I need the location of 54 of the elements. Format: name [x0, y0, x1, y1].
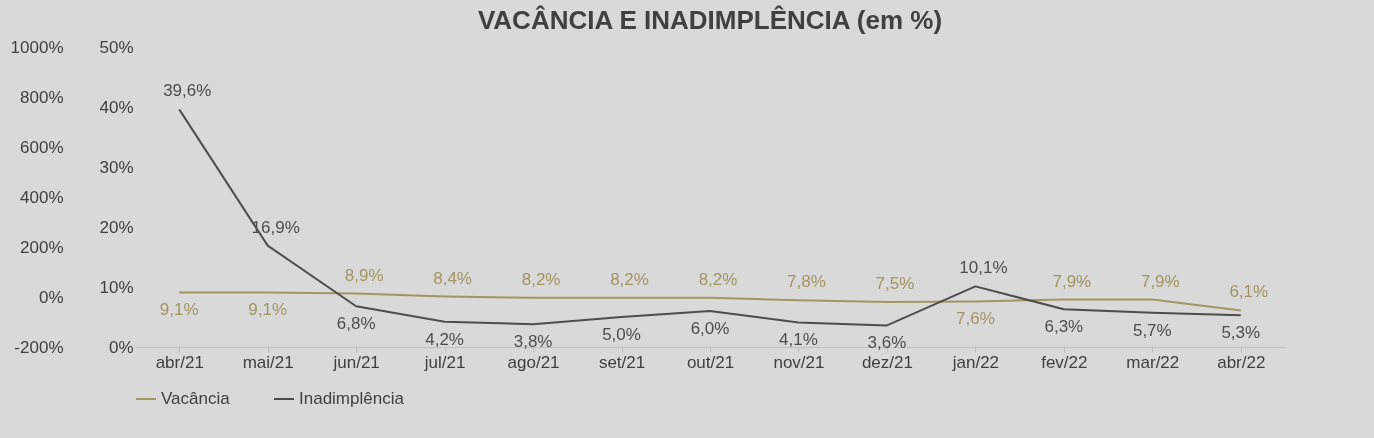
- data-label: 5,3%: [1221, 323, 1261, 343]
- y-tick-label: 40%: [99, 97, 134, 117]
- x-tick-label: jan/22: [951, 352, 1000, 372]
- y2-tick-label: 0%: [38, 287, 64, 307]
- x-tick-label: mar/22: [1126, 352, 1180, 372]
- data-label: 39,6%: [163, 81, 212, 101]
- y2-tick-label: 1000%: [10, 37, 64, 57]
- y2-tick-label: 800%: [20, 87, 64, 107]
- legend-label: Inadimplência: [299, 389, 405, 408]
- data-label: 7,9%: [1052, 271, 1092, 291]
- x-tick-label: mai/21: [242, 352, 294, 372]
- data-label: 8,2%: [698, 269, 738, 289]
- x-tick-label: jun/21: [332, 352, 380, 372]
- legend-label: Vacância: [161, 389, 231, 408]
- x-tick-label: dez/21: [861, 352, 913, 372]
- y-tick-label: 10%: [99, 277, 134, 297]
- y-tick-label: 0%: [108, 337, 134, 357]
- x-tick-label: abr/22: [1217, 352, 1266, 372]
- data-label: 6,0%: [690, 319, 730, 338]
- x-tick-label: abr/21: [155, 352, 204, 372]
- y2-tick-label: -200%: [14, 337, 64, 357]
- data-label: 8,4%: [433, 268, 472, 288]
- data-label: 8,2%: [610, 269, 649, 289]
- data-label: 10,1%: [959, 258, 1008, 278]
- data-label: 5,0%: [602, 325, 641, 344]
- x-tick-label: fev/22: [1041, 352, 1088, 372]
- y2-tick-label: 200%: [20, 237, 64, 257]
- data-label: 7,9%: [1140, 271, 1180, 291]
- data-label: 6,8%: [336, 314, 376, 334]
- data-label: 9,1%: [248, 300, 288, 320]
- data-label: 3,6%: [867, 333, 907, 353]
- data-label: 8,9%: [344, 265, 384, 285]
- x-tick-label: out/21: [686, 352, 735, 372]
- x-tick-label: set/21: [598, 352, 646, 372]
- y-tick-label: 20%: [99, 217, 134, 237]
- y2-tick-label: 400%: [20, 187, 64, 207]
- data-label: 9,1%: [159, 300, 199, 320]
- data-label: 8,2%: [521, 269, 561, 289]
- data-label: 6,3%: [1044, 317, 1084, 337]
- x-tick-label: ago/21: [507, 352, 560, 372]
- y2-tick-label: 600%: [20, 137, 64, 157]
- x-tick-label: nov/21: [773, 352, 825, 372]
- y-tick-label: 30%: [99, 157, 134, 177]
- data-label: 6,1%: [1229, 282, 1269, 302]
- data-label: 7,6%: [956, 309, 995, 329]
- data-label: 4,1%: [779, 330, 818, 350]
- data-label: 5,7%: [1132, 320, 1172, 340]
- data-label: 4,2%: [425, 329, 464, 349]
- data-label: 7,8%: [787, 272, 826, 292]
- y-tick-label: 50%: [99, 37, 134, 57]
- x-tick-label: jul/21: [423, 352, 466, 372]
- data-label: 3,8%: [513, 332, 553, 352]
- data-label: 7,5%: [875, 274, 915, 293]
- chart-title: VACÂNCIA E INADIMPLÊNCIA (em %): [477, 5, 943, 35]
